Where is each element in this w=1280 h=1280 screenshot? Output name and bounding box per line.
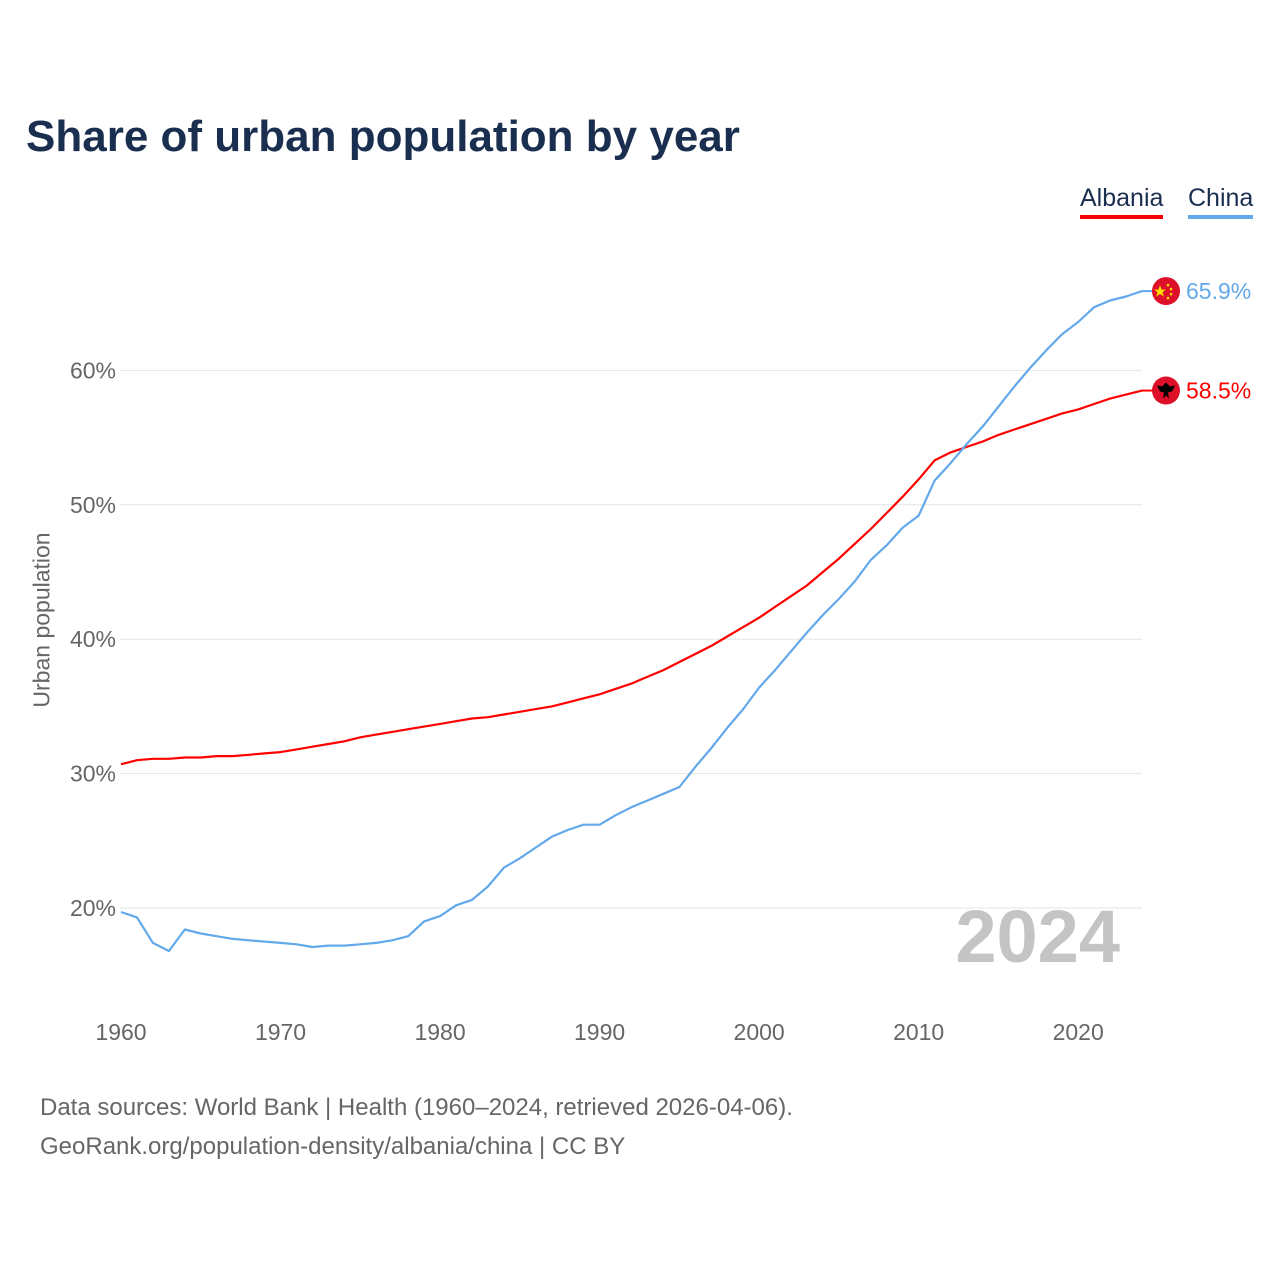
footer: Data sources: World Bank | Health (1960–…: [40, 1088, 793, 1166]
flag-star-small: [1169, 287, 1173, 291]
y-tick-label: 30%: [70, 761, 116, 787]
flag-star-small: [1166, 296, 1170, 300]
albania-flag-icon: [1152, 376, 1180, 405]
y-tick-label: 50%: [70, 492, 116, 518]
legend-albania[interactable]: Albania: [1080, 184, 1164, 219]
end-value-label: 58.5%: [1186, 378, 1251, 404]
legend-china[interactable]: China: [1188, 184, 1254, 219]
x-tick-label: 1980: [414, 1019, 465, 1045]
y-tick-label: 60%: [70, 357, 116, 383]
end-value-label: 65.9%: [1186, 278, 1251, 304]
flag-star: [1154, 285, 1166, 297]
flag-star-small: [1166, 283, 1170, 287]
flag-star-small: [1169, 292, 1173, 296]
y-tick-label: 20%: [70, 895, 116, 921]
x-tick-label: 2010: [893, 1019, 944, 1045]
chart-title: Share of urban population by year: [26, 112, 740, 161]
y-tick-label: 40%: [70, 626, 116, 652]
x-tick-label: 2020: [1053, 1019, 1104, 1045]
x-tick-label: 1960: [95, 1019, 146, 1045]
series-line-china: [120, 290, 1143, 953]
flag-eagle: [1157, 382, 1175, 399]
series-line-albania: [120, 389, 1143, 766]
x-tick-label: 2000: [734, 1019, 785, 1045]
x-tick-label: 1990: [574, 1019, 625, 1045]
flag-circle: [1152, 277, 1180, 306]
year-watermark: 2024: [955, 895, 1120, 978]
china-flag-icon: [1152, 277, 1180, 306]
x-tick-label: 1970: [255, 1019, 306, 1045]
source-link[interactable]: GeoRank.org/population-density/albania/c…: [40, 1133, 626, 1160]
data-sources: Data sources: World Bank | Health (1960–…: [40, 1094, 793, 1121]
